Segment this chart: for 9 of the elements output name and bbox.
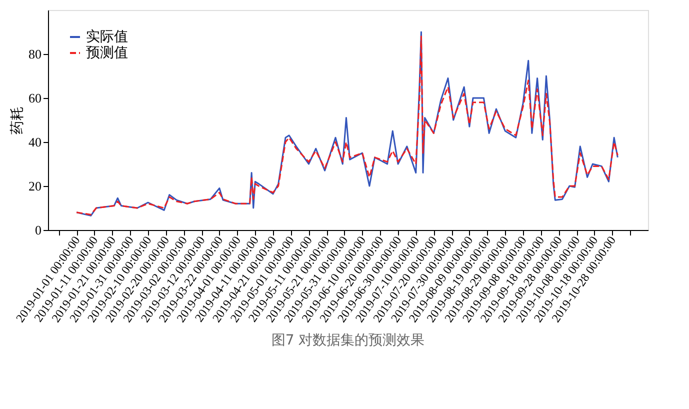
y-tick-label: 60	[28, 90, 42, 106]
y-tick-label: 80	[28, 46, 42, 62]
y-axis-title: 药耗	[10, 106, 26, 134]
y-tick-label: 0	[35, 222, 42, 238]
y-tick-label: 40	[28, 134, 42, 150]
legend-label: 实际值	[86, 29, 128, 45]
legend-label: 预测值	[86, 45, 128, 61]
y-tick-label: 20	[28, 178, 42, 194]
text: 图7 对数据集的预测效果	[271, 332, 425, 349]
